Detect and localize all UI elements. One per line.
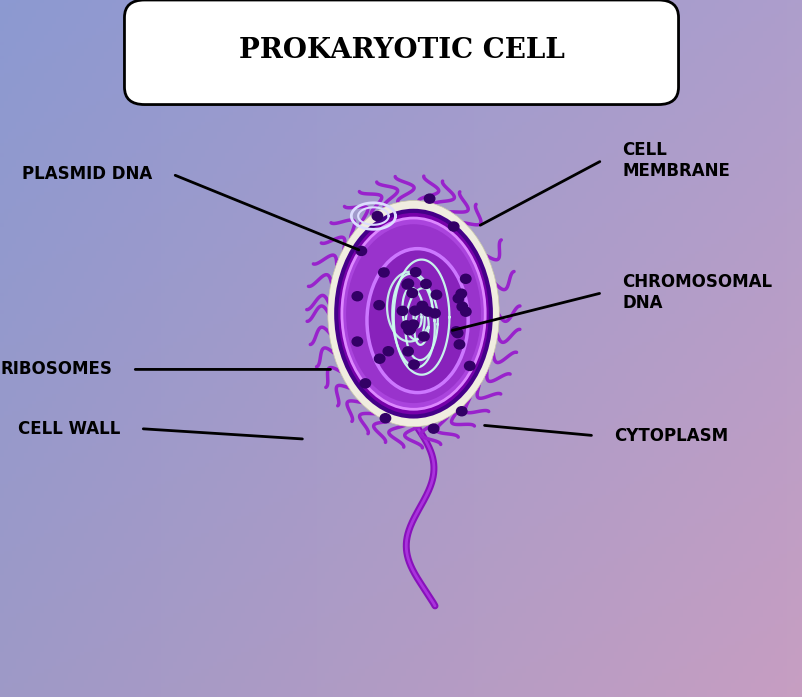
Ellipse shape (327, 201, 499, 427)
Circle shape (420, 279, 431, 289)
Circle shape (407, 320, 418, 329)
Ellipse shape (342, 218, 484, 409)
Text: CYTOPLASM: CYTOPLASM (614, 427, 727, 445)
Circle shape (372, 211, 383, 220)
Circle shape (460, 307, 471, 316)
Circle shape (407, 289, 417, 298)
Text: PLASMID DNA: PLASMID DNA (22, 165, 152, 183)
Text: CHROMOSOMAL
DNA: CHROMOSOMAL DNA (622, 273, 772, 312)
Circle shape (380, 413, 390, 422)
Circle shape (405, 325, 415, 334)
Text: CELL
MEMBRANE: CELL MEMBRANE (622, 141, 729, 180)
Circle shape (422, 307, 432, 316)
Circle shape (356, 246, 367, 255)
Text: CELL WALL: CELL WALL (18, 420, 120, 438)
Circle shape (410, 268, 420, 277)
Circle shape (452, 328, 462, 337)
Circle shape (460, 274, 470, 283)
Circle shape (456, 302, 467, 311)
Circle shape (454, 340, 464, 349)
FancyBboxPatch shape (124, 0, 678, 105)
Circle shape (374, 300, 384, 309)
Circle shape (403, 347, 413, 356)
Circle shape (464, 361, 475, 371)
Circle shape (409, 306, 419, 315)
Circle shape (452, 294, 463, 303)
Circle shape (416, 301, 427, 310)
Circle shape (402, 280, 412, 289)
Circle shape (379, 268, 389, 277)
Circle shape (428, 424, 439, 434)
Circle shape (403, 325, 414, 335)
Circle shape (403, 279, 413, 288)
Ellipse shape (367, 249, 468, 392)
Circle shape (383, 346, 393, 355)
Circle shape (418, 332, 428, 341)
Ellipse shape (346, 224, 480, 403)
Circle shape (451, 327, 461, 336)
Circle shape (351, 291, 363, 301)
Circle shape (374, 354, 384, 363)
Text: PROKARYOTIC CELL: PROKARYOTIC CELL (238, 37, 564, 63)
Circle shape (424, 194, 435, 204)
Text: RIBOSOMES: RIBOSOMES (1, 360, 112, 378)
Circle shape (359, 379, 371, 388)
Circle shape (408, 360, 419, 369)
Circle shape (456, 289, 466, 298)
Circle shape (418, 304, 428, 313)
Circle shape (401, 321, 411, 330)
Ellipse shape (336, 210, 490, 416)
Circle shape (429, 309, 439, 318)
Circle shape (397, 306, 407, 315)
Circle shape (448, 222, 459, 231)
Circle shape (431, 290, 441, 299)
Circle shape (351, 337, 363, 346)
Circle shape (456, 406, 466, 415)
